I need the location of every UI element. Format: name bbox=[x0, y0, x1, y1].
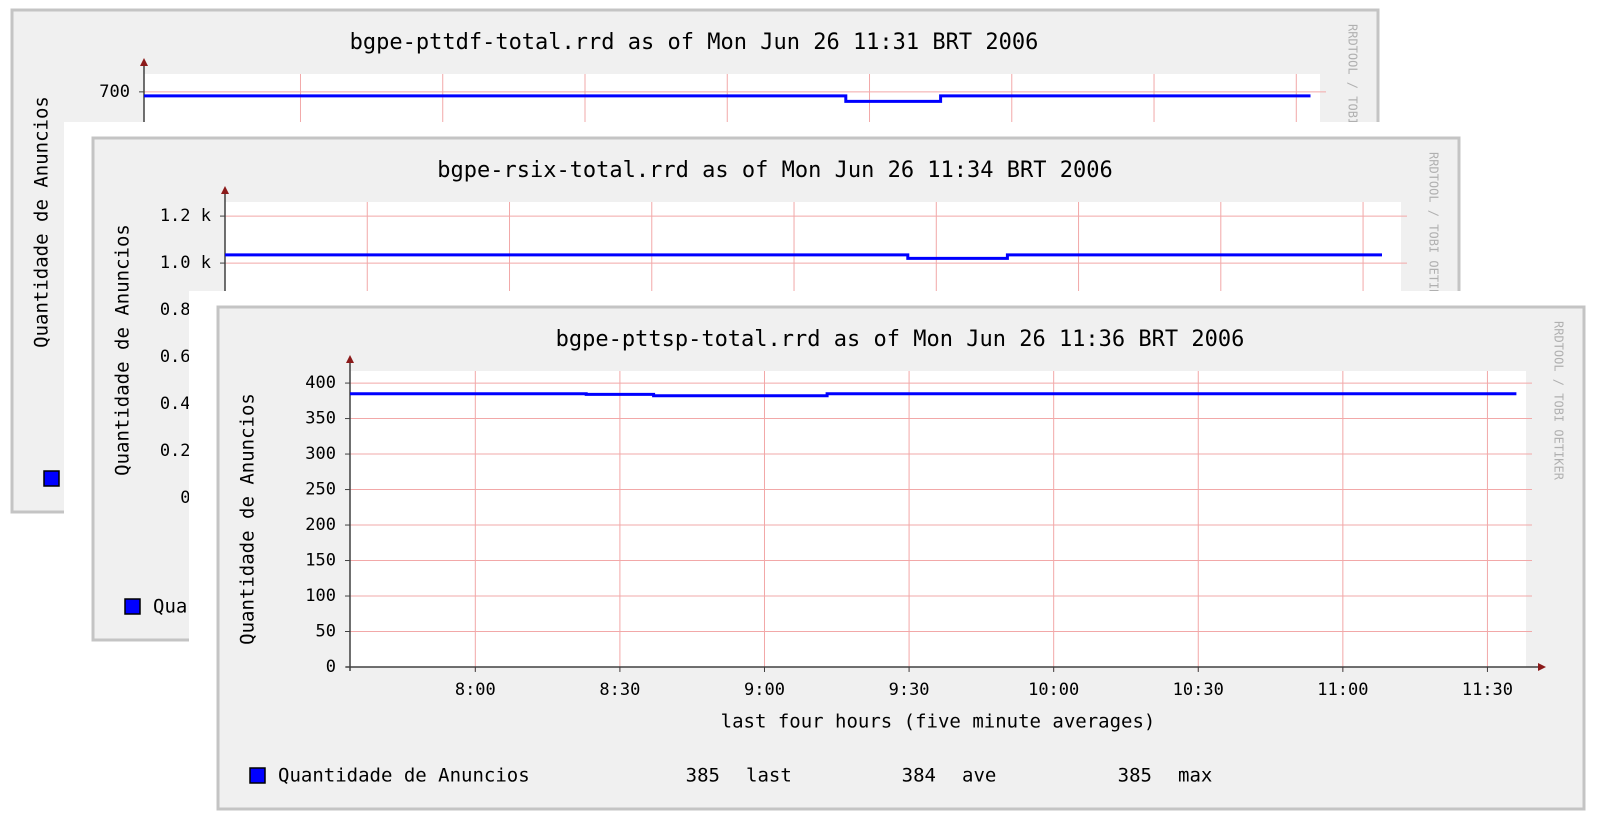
y-tick-label: 300 bbox=[305, 444, 336, 464]
legend-stat-label: max bbox=[1178, 765, 1212, 787]
chart-title: bgpe-pttdf-total.rrd as of Mon Jun 26 11… bbox=[350, 30, 1039, 55]
y-tick-label: 1.0 k bbox=[160, 253, 211, 273]
y-tick-label: 50 bbox=[316, 622, 336, 642]
chart-title: bgpe-rsix-total.rrd as of Mon Jun 26 11:… bbox=[437, 158, 1113, 183]
y-tick-label: 400 bbox=[305, 373, 336, 393]
y-tick-label: 250 bbox=[305, 480, 336, 500]
y-tick-label: 100 bbox=[305, 586, 336, 606]
y-tick-label: 200 bbox=[305, 515, 336, 535]
x-tick-label: 8:30 bbox=[599, 680, 640, 700]
y-tick-label: 1.2 k bbox=[160, 206, 211, 226]
legend-swatch bbox=[249, 767, 266, 784]
x-axis-label: last four hours (five minute averages) bbox=[721, 711, 1156, 733]
chart-title: bgpe-pttsp-total.rrd as of Mon Jun 26 11… bbox=[556, 327, 1245, 352]
x-tick-label: 10:30 bbox=[1173, 680, 1224, 700]
legend-swatch bbox=[43, 470, 60, 487]
series-line bbox=[225, 253, 1382, 260]
series-line bbox=[350, 392, 1517, 398]
y-axis-arrow bbox=[140, 58, 148, 66]
y-axis-arrow bbox=[221, 186, 229, 194]
x-tick-label: 11:00 bbox=[1317, 680, 1368, 700]
legend-label: Quantidade de Anuncios bbox=[278, 765, 530, 787]
plot-area bbox=[350, 371, 1526, 667]
y-tick-label: 0 bbox=[326, 657, 336, 677]
graph-window: bgpe-pttsp-total.rrd as of Mon Jun 26 11… bbox=[189, 291, 1603, 824]
legend-stat-label: ave bbox=[962, 765, 996, 787]
y-tick-label: 700 bbox=[99, 82, 130, 102]
y-tick-label: 150 bbox=[305, 551, 336, 571]
x-tick-label: 9:30 bbox=[889, 680, 930, 700]
x-tick-label: 8:00 bbox=[455, 680, 496, 700]
legend-stat-value: 384 bbox=[902, 765, 936, 787]
x-axis-arrow bbox=[1538, 663, 1546, 671]
legend-swatch bbox=[124, 598, 141, 615]
y-tick-label: 350 bbox=[305, 409, 336, 429]
y-axis-label: Quantidade de Anuncios bbox=[31, 96, 53, 348]
legend-stat-value: 385 bbox=[686, 765, 720, 787]
x-tick-label: 10:00 bbox=[1028, 680, 1079, 700]
y-axis-label: Quantidade de Anuncios bbox=[112, 224, 134, 476]
y-axis-arrow bbox=[346, 355, 354, 363]
legend-stat-value: 385 bbox=[1118, 765, 1152, 787]
x-tick-label: 9:00 bbox=[744, 680, 785, 700]
y-axis-label: Quantidade de Anuncios bbox=[237, 393, 259, 645]
watermark: RRDTOOL / TOBI OETIKER bbox=[1427, 152, 1441, 312]
watermark: RRDTOOL / TOBI OETIKER bbox=[1552, 321, 1566, 481]
legend-stat-label: last bbox=[746, 765, 792, 787]
series-line bbox=[144, 94, 1311, 103]
x-tick-label: 11:30 bbox=[1462, 680, 1513, 700]
